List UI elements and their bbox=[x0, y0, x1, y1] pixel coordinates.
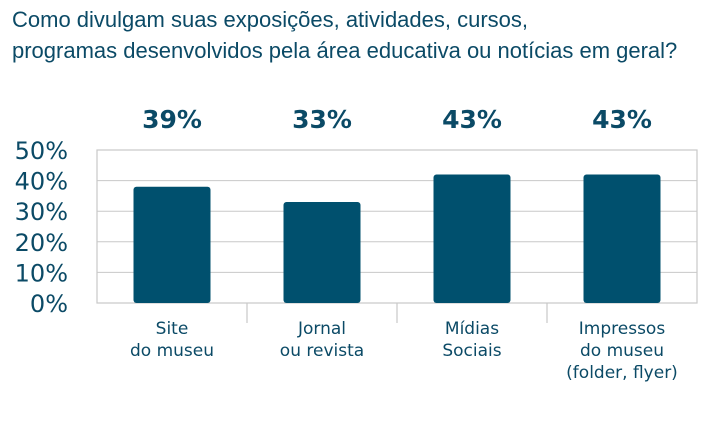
bar bbox=[133, 186, 211, 303]
chart-title-line-1: Como divulgam suas exposições, atividade… bbox=[12, 7, 529, 32]
x-tick-label: Mídias Sociais bbox=[442, 319, 501, 361]
y-tick-label: 20% bbox=[15, 229, 68, 257]
y-tick-label: 50% bbox=[15, 137, 68, 165]
data-label: 43% bbox=[592, 105, 652, 134]
y-tick-label: 0% bbox=[30, 290, 68, 318]
x-tick-label-line: Mídias bbox=[445, 319, 499, 339]
x-tick-label: Impressos do museu (folder, flyer) bbox=[566, 319, 678, 383]
bar bbox=[433, 174, 511, 303]
x-tick-label-line: Site bbox=[156, 319, 189, 339]
x-tick-label-line: Impressos bbox=[579, 319, 666, 339]
data-label: 33% bbox=[292, 105, 352, 134]
x-tick-label-line: (folder, flyer) bbox=[566, 363, 678, 383]
x-tick-label: Jornal ou revista bbox=[280, 319, 364, 361]
x-tick-label: Site do museu bbox=[130, 319, 214, 361]
bar bbox=[283, 202, 361, 303]
bar bbox=[583, 174, 661, 303]
x-tick-label-line: ou revista bbox=[280, 341, 364, 361]
chart-title: Como divulgam suas exposições, atividade… bbox=[12, 4, 702, 66]
x-tick-label-line: do museu bbox=[580, 341, 664, 361]
data-label: 39% bbox=[142, 105, 202, 134]
x-tick-label-line: Sociais bbox=[442, 341, 501, 361]
y-tick-label: 30% bbox=[15, 198, 68, 226]
y-tick-label: 40% bbox=[15, 168, 68, 196]
x-tick-label-line: do museu bbox=[130, 341, 214, 361]
chart-title-line-2: programas desenvolvidos pela área educat… bbox=[12, 38, 678, 63]
x-tick-label-line: Jornal bbox=[297, 319, 346, 339]
y-tick-label: 10% bbox=[15, 259, 68, 287]
data-label: 43% bbox=[442, 105, 502, 134]
